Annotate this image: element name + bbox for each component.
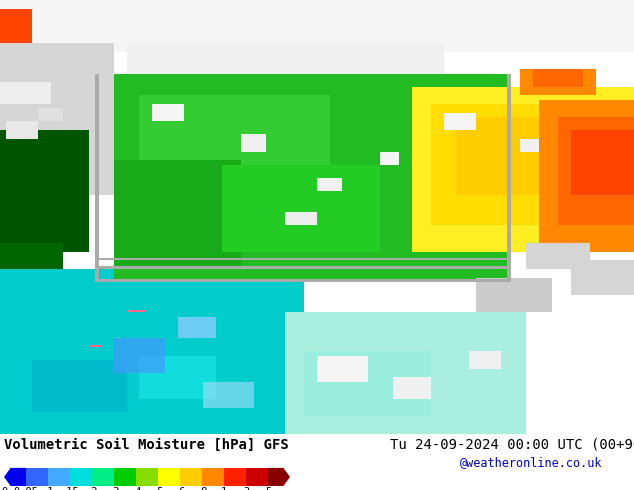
Bar <box>571 130 634 195</box>
Text: .5: .5 <box>152 487 164 490</box>
Text: .15: .15 <box>61 487 79 490</box>
Bar <box>533 70 583 87</box>
Text: .2: .2 <box>86 487 98 490</box>
Bar <box>412 87 634 251</box>
Text: .4: .4 <box>130 487 142 490</box>
Bar <box>431 104 609 225</box>
Bar <box>0 82 51 104</box>
Bar <box>0 0 634 52</box>
Bar <box>114 338 165 373</box>
Bar <box>393 377 431 399</box>
Bar <box>520 139 545 152</box>
Text: 1: 1 <box>221 487 227 490</box>
Bar <box>202 468 224 486</box>
Text: Tu 24-09-2024 00:00 UTC (00+96): Tu 24-09-2024 00:00 UTC (00+96) <box>390 438 634 452</box>
Bar <box>95 74 99 282</box>
Bar <box>241 134 266 152</box>
Bar <box>520 70 596 96</box>
Bar <box>456 117 583 195</box>
Bar <box>92 468 114 486</box>
Bar <box>139 356 216 399</box>
Bar <box>95 266 507 269</box>
Bar <box>26 468 48 486</box>
Bar <box>285 312 526 434</box>
Bar <box>38 108 63 122</box>
Bar <box>0 269 304 434</box>
Bar <box>136 468 158 486</box>
Bar <box>469 351 501 368</box>
Bar <box>89 345 101 347</box>
Text: Volumetric Soil Moisture [hPa] GFS: Volumetric Soil Moisture [hPa] GFS <box>4 438 288 452</box>
Bar <box>127 310 146 312</box>
Bar <box>304 351 431 416</box>
Bar <box>203 382 254 408</box>
Bar <box>158 468 180 486</box>
Bar <box>32 360 127 412</box>
Bar <box>178 317 216 338</box>
Text: .3: .3 <box>108 487 120 490</box>
Bar <box>224 468 246 486</box>
Bar <box>114 468 136 486</box>
Bar <box>13 269 89 295</box>
Text: .8: .8 <box>196 487 208 490</box>
Bar <box>380 152 399 165</box>
Bar <box>285 213 317 225</box>
Bar <box>558 104 590 122</box>
Bar <box>558 117 634 225</box>
Bar <box>51 303 165 347</box>
Bar <box>95 279 507 282</box>
Bar <box>507 74 511 282</box>
Bar <box>0 130 89 251</box>
Bar <box>222 165 380 251</box>
Bar <box>6 122 38 139</box>
Bar <box>70 468 92 486</box>
Bar <box>180 468 202 486</box>
Bar <box>95 258 507 260</box>
Bar <box>114 74 507 282</box>
Bar <box>0 44 114 195</box>
Bar <box>476 277 552 312</box>
Bar <box>127 44 444 96</box>
Bar <box>139 96 330 217</box>
Bar <box>526 243 590 269</box>
Bar <box>152 104 184 122</box>
Text: 3: 3 <box>243 487 249 490</box>
Text: .6: .6 <box>174 487 186 490</box>
Bar <box>48 468 70 486</box>
Text: 5: 5 <box>265 487 271 490</box>
Bar <box>571 260 634 295</box>
Bar <box>246 468 268 486</box>
Bar <box>539 100 634 251</box>
Text: 0.05: 0.05 <box>13 487 39 490</box>
Bar <box>444 113 476 130</box>
Bar <box>317 178 342 191</box>
Text: 0: 0 <box>1 487 7 490</box>
Bar <box>0 9 32 44</box>
Text: .1: .1 <box>42 487 55 490</box>
Bar <box>0 243 63 277</box>
Bar <box>317 356 368 382</box>
Bar <box>190 87 444 122</box>
Polygon shape <box>4 468 26 486</box>
Bar <box>114 160 241 269</box>
Text: @weatheronline.co.uk: @weatheronline.co.uk <box>460 456 602 469</box>
Polygon shape <box>268 468 290 486</box>
